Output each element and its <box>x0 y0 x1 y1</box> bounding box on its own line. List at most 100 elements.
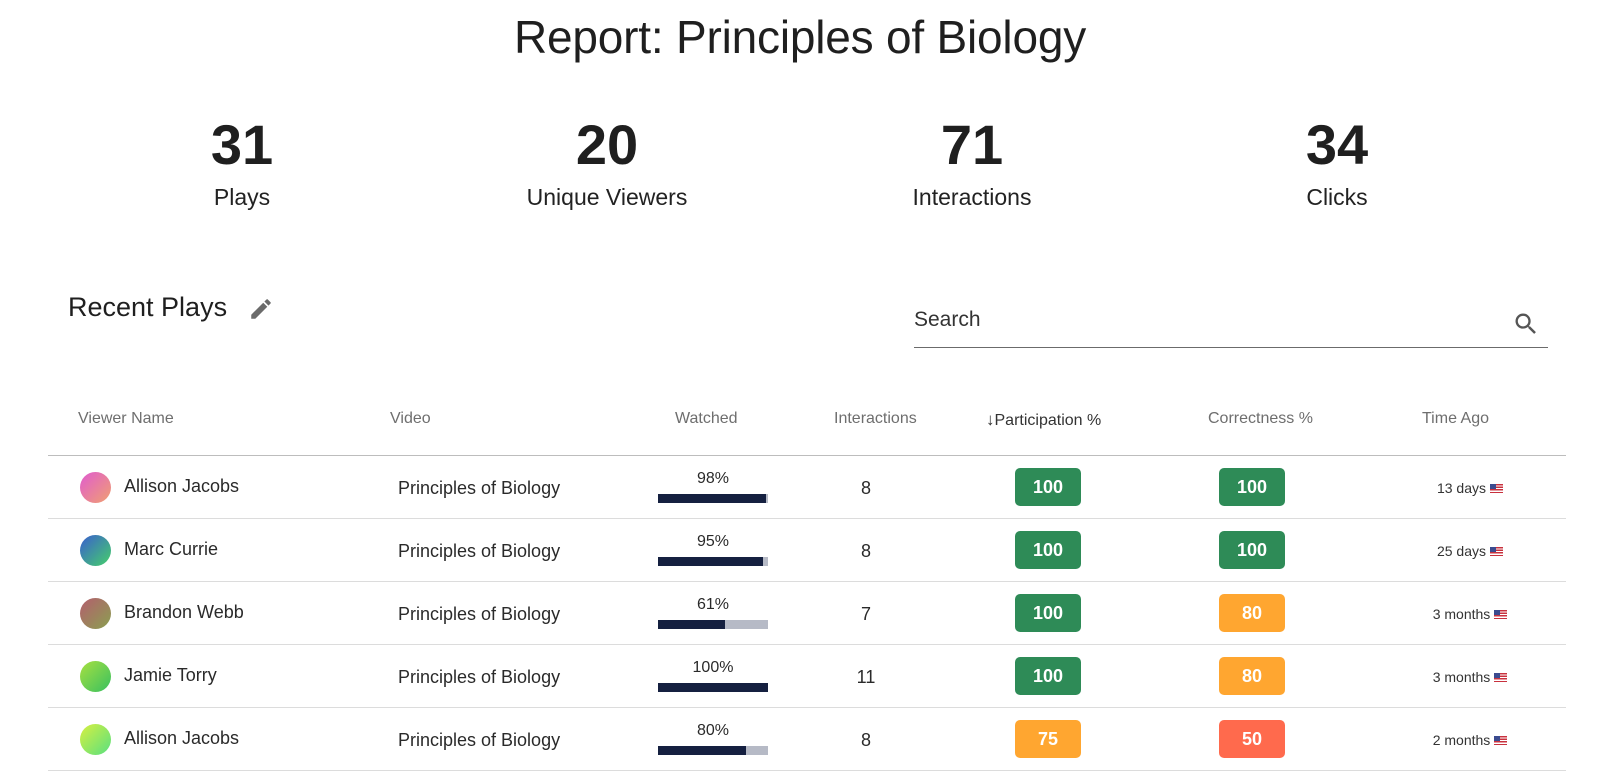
stat-clicks: 34 Clicks <box>1187 112 1487 211</box>
progress-track <box>658 620 768 629</box>
avatar <box>80 472 111 503</box>
stat-value: 34 <box>1305 113 1369 176</box>
avatar <box>80 724 111 755</box>
watched-progress: 80% <box>658 722 768 755</box>
stat-label: Clicks <box>1306 184 1368 210</box>
stat-value: 20 <box>575 113 639 176</box>
table-row[interactable]: Allison Jacobs Principles of Biology 98% 8 1… <box>48 456 1566 519</box>
table-header: Viewer Name Video Watched Interactions ↓… <box>48 388 1566 456</box>
table-row[interactable]: Jamie Torry Principles of Biology 100% 11 10… <box>48 645 1566 708</box>
progress-fill <box>658 557 763 566</box>
correctness-badge: 80 <box>1219 657 1285 695</box>
time-ago: 13 days <box>1410 480 1530 496</box>
column-header-viewer-name[interactable]: Viewer Name <box>78 410 174 427</box>
watched-percent: 100% <box>692 659 734 676</box>
correctness-badge: 100 <box>1219 531 1285 569</box>
us-flag-icon <box>1494 736 1508 745</box>
time-ago-label: 25 days <box>1436 543 1487 559</box>
video-title[interactable]: Principles of Biology <box>398 730 561 750</box>
interactions-count: 8 <box>860 541 871 561</box>
interactions-count: 11 <box>856 667 876 687</box>
table-body: Allison Jacobs Principles of Biology 98% 8 1… <box>48 456 1566 771</box>
watched-progress: 100% <box>658 659 768 692</box>
table-row[interactable]: Marc Currie Principles of Biology 95% 8 100 1… <box>48 519 1566 582</box>
time-ago-label: 3 months <box>1432 606 1491 622</box>
watched-percent: 98% <box>696 470 730 487</box>
time-ago: 2 months <box>1410 732 1530 748</box>
time-ago: 3 months <box>1410 669 1530 685</box>
progress-track <box>658 494 768 503</box>
watched-progress: 98% <box>658 470 768 503</box>
participation-badge: 100 <box>1015 531 1081 569</box>
page-title: Report: Principles of Biology <box>513 11 1087 63</box>
video-title[interactable]: Principles of Biology <box>398 541 561 561</box>
video-title[interactable]: Principles of Biology <box>398 604 561 624</box>
pencil-icon[interactable] <box>248 296 274 322</box>
table-row[interactable]: Allison Jacobs Principles of Biology 80% 8 7… <box>48 708 1566 771</box>
table-row[interactable]: Brandon Webb Principles of Biology 61% 7 100… <box>48 582 1566 645</box>
column-header-interactions[interactable]: Interactions <box>834 410 917 427</box>
correctness-badge: 100 <box>1219 468 1285 506</box>
viewer-name[interactable]: Allison Jacobs <box>124 728 240 748</box>
participation-badge: 100 <box>1015 468 1081 506</box>
stat-plays: 31 Plays <box>92 112 392 211</box>
participation-badge: 75 <box>1015 720 1081 758</box>
us-flag-icon <box>1490 547 1504 556</box>
progress-fill <box>658 746 746 755</box>
column-header-time-ago[interactable]: Time Ago <box>1422 410 1489 427</box>
viewer-name[interactable]: Jamie Torry <box>124 665 217 685</box>
interactions-count: 8 <box>860 730 871 750</box>
progress-track <box>658 746 768 755</box>
us-flag-icon <box>1490 484 1504 493</box>
search-icon[interactable] <box>1512 310 1540 338</box>
column-header-video[interactable]: Video <box>390 410 431 427</box>
time-ago-label: 3 months <box>1432 669 1491 685</box>
column-header-label: Participation % <box>994 412 1102 429</box>
avatar <box>80 535 111 566</box>
stat-interactions: 71 Interactions <box>822 112 1122 211</box>
correctness-badge: 80 <box>1219 594 1285 632</box>
interactions-count: 8 <box>860 478 871 498</box>
progress-track <box>658 557 768 566</box>
column-header-watched[interactable]: Watched <box>675 410 738 427</box>
us-flag-icon <box>1494 610 1508 619</box>
stat-label: Unique Viewers <box>526 184 688 210</box>
avatar <box>80 598 111 629</box>
correctness-badge: 50 <box>1219 720 1285 758</box>
column-header-participation[interactable]: ↓Participation % <box>986 410 1101 430</box>
participation-badge: 100 <box>1015 594 1081 632</box>
time-ago: 25 days <box>1410 543 1530 559</box>
time-ago: 3 months <box>1410 606 1530 622</box>
stat-unique-viewers: 20 Unique Viewers <box>457 112 757 211</box>
watched-percent: 95% <box>696 533 730 550</box>
search-input[interactable] <box>914 302 1474 338</box>
progress-fill <box>658 620 726 629</box>
search-box <box>914 296 1548 348</box>
viewer-name[interactable]: Allison Jacobs <box>124 476 240 496</box>
column-header-correctness[interactable]: Correctness % <box>1208 410 1313 427</box>
recent-plays-title: Recent Plays <box>68 292 228 322</box>
watched-progress: 95% <box>658 533 768 566</box>
watched-percent: 80% <box>696 722 730 739</box>
viewer-name[interactable]: Marc Currie <box>124 539 219 559</box>
watched-percent: 61% <box>696 596 730 613</box>
interactions-count: 7 <box>860 604 871 624</box>
recent-plays-table: Viewer Name Video Watched Interactions ↓… <box>48 388 1566 771</box>
us-flag-icon <box>1494 673 1508 682</box>
time-ago-label: 13 days <box>1436 480 1487 496</box>
video-title[interactable]: Principles of Biology <box>398 667 561 687</box>
stat-label: Plays <box>213 184 271 210</box>
participation-badge: 100 <box>1015 657 1081 695</box>
sort-arrow-icon: ↓ <box>986 410 995 429</box>
stat-label: Interactions <box>912 184 1032 210</box>
progress-track <box>658 683 768 692</box>
progress-fill <box>658 494 766 503</box>
time-ago-label: 2 months <box>1432 732 1491 748</box>
viewer-name[interactable]: Brandon Webb <box>124 602 244 622</box>
stat-value: 31 <box>210 113 274 176</box>
progress-fill <box>658 683 768 692</box>
stat-value: 71 <box>940 113 1004 176</box>
watched-progress: 61% <box>658 596 768 629</box>
avatar <box>80 661 111 692</box>
video-title[interactable]: Principles of Biology <box>398 478 561 498</box>
